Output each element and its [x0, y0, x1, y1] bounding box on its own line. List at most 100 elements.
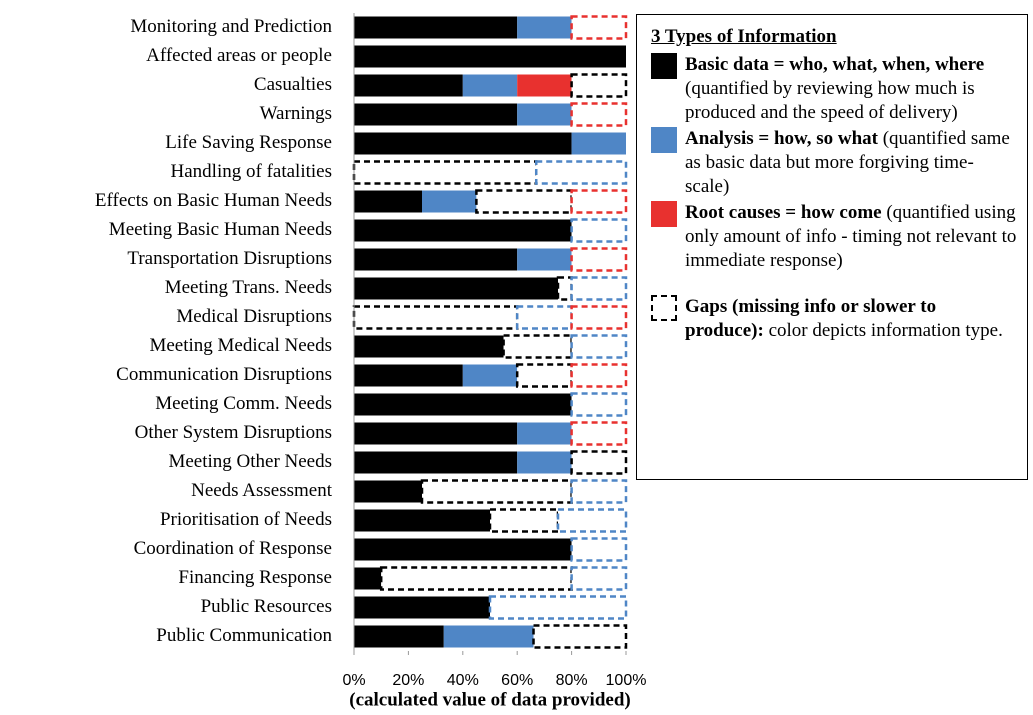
y-tick-label: Financing Response — [178, 567, 332, 588]
y-tick-label: Public Resources — [201, 596, 332, 617]
bar-segment — [354, 538, 572, 561]
bar-segment — [517, 16, 572, 39]
bar-segment — [517, 248, 572, 271]
y-tick-label: Meeting Medical Needs — [149, 335, 332, 356]
bar-segment — [354, 45, 626, 68]
bar-segment — [570, 247, 628, 272]
y-tick-label: Meeting Basic Human Needs — [109, 219, 332, 240]
bar-segment — [570, 73, 628, 98]
bar-segment — [354, 335, 504, 358]
y-tick-label: Transportation Disruptions — [127, 248, 332, 269]
bar-segment — [354, 422, 518, 445]
y-tick-label: Casualties — [254, 74, 332, 95]
bar-segment — [354, 393, 572, 416]
y-tick-label: Meeting Trans. Needs — [165, 277, 332, 298]
legend-description: color depicts information type. — [768, 320, 1003, 341]
bar-segment — [354, 16, 518, 39]
bar-segment — [570, 537, 628, 562]
bar-segment — [570, 450, 628, 475]
y-tick-label: Warnings — [260, 103, 332, 124]
bar-segment — [517, 103, 572, 126]
bar-segment — [570, 363, 628, 388]
bar-segment — [422, 190, 477, 213]
y-tick-label: Meeting Comm. Needs — [155, 393, 332, 414]
bar-segment — [354, 596, 490, 619]
x-tick-label: 40% — [447, 672, 479, 689]
legend-title: 3 Types of Information — [651, 26, 837, 47]
bar-segment — [354, 451, 518, 474]
bar-segment — [570, 15, 628, 40]
bar-segment — [354, 248, 518, 271]
legend-name: Basic data = who, what, when, where — [685, 54, 985, 75]
bar-segment — [517, 74, 572, 97]
bar-segment — [517, 451, 572, 474]
y-tick-label: Meeting Other Needs — [168, 451, 332, 472]
bar-segment — [570, 392, 628, 417]
bar-segment — [354, 625, 444, 648]
bar-segment — [354, 480, 422, 503]
x-tick-label: 80% — [556, 672, 588, 689]
bar-segment — [570, 334, 628, 359]
legend-item: Gaps (missing info or slower to produce)… — [651, 295, 1017, 343]
y-tick-label: Public Communication — [156, 625, 332, 646]
bar-segment — [354, 74, 463, 97]
bar-segment — [354, 567, 382, 590]
bar-segment — [352, 305, 519, 330]
y-tick-label: Prioritisation of Needs — [160, 509, 332, 530]
bar-segment — [443, 625, 534, 648]
legend: 3 Types of Information Basic data = who,… — [636, 14, 1028, 480]
legend-swatch — [651, 295, 677, 321]
bar-segment — [532, 624, 628, 649]
bar-segment — [570, 189, 628, 214]
bar-segment — [379, 566, 573, 591]
bar-segment — [502, 334, 573, 359]
bar-segment — [352, 160, 538, 185]
bar-segment — [462, 74, 518, 97]
y-tick-label: Monitoring and Prediction — [130, 16, 332, 37]
legend-name: Analysis = how, so what — [685, 128, 878, 149]
y-tick-label: Coordination of Response — [134, 538, 332, 559]
bar-segment — [570, 421, 628, 446]
legend-item: Root causes = how come (quantified using… — [651, 201, 1017, 273]
bar-segment — [570, 102, 628, 127]
bar-segment — [517, 422, 572, 445]
bar-segment — [354, 132, 572, 155]
bar-segment — [354, 190, 422, 213]
x-tick-label: 0% — [342, 672, 365, 689]
y-tick-label: Communication Disruptions — [116, 364, 332, 385]
x-tick-label: 20% — [392, 672, 424, 689]
bar-segment — [462, 364, 518, 387]
legend-name: Gaps (missing info or slower to produce)… — [685, 296, 937, 341]
legend-item: Basic data = who, what, when, where (qua… — [651, 53, 1017, 125]
bar-segment — [475, 189, 573, 214]
y-tick-label: Medical Disruptions — [176, 306, 332, 327]
legend-name: Root causes = how come — [685, 202, 882, 223]
y-tick-label: Other System Disruptions — [135, 422, 332, 443]
bar-segment — [570, 479, 628, 504]
bar-segment — [354, 277, 558, 300]
bar-segment — [556, 508, 628, 533]
bar-segment — [488, 595, 628, 620]
bar-segment — [570, 218, 628, 243]
bar-segment — [515, 305, 573, 330]
bar-segment — [354, 509, 490, 532]
y-tick-label: Effects on Basic Human Needs — [95, 190, 332, 211]
bar-segment — [488, 508, 560, 533]
bar-segment — [420, 479, 573, 504]
legend-description: (quantified using only amount of info - … — [685, 202, 1017, 271]
bar-segment — [571, 132, 626, 155]
legend-swatch — [651, 127, 677, 153]
legend-description: (quantified by reviewing how much is pro… — [685, 78, 975, 123]
x-axis-label: (calculated value of data provided) — [349, 689, 630, 710]
legend-swatch — [651, 201, 677, 227]
y-tick-label: Life Saving Response — [165, 132, 332, 153]
bar-segment — [570, 305, 628, 330]
bar-segment — [515, 363, 573, 388]
bar-segment — [354, 364, 463, 387]
legend-description: (quantified same as basic data but more … — [685, 128, 1010, 197]
y-tick-label: Affected areas or people — [146, 45, 332, 66]
x-tick-label: 100% — [606, 672, 647, 689]
legend-item: Analysis = how, so what (quantified same… — [651, 127, 1017, 199]
